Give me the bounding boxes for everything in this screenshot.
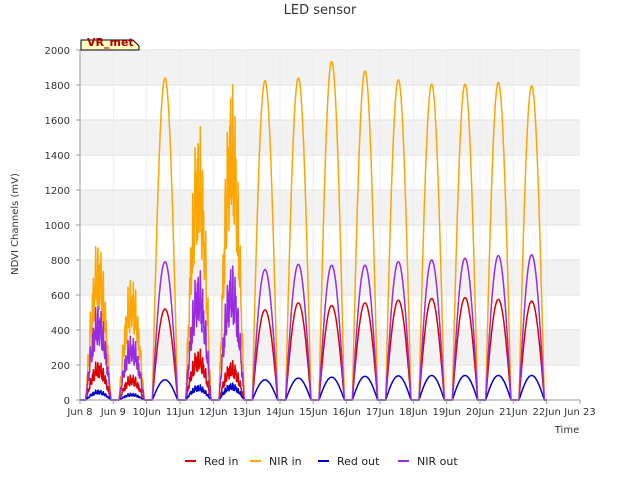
y-tick-label: 800 (51, 256, 70, 267)
x-tick-label: 17Jun (366, 407, 394, 418)
y-tick-label: 0 (64, 396, 70, 407)
station-badge: VR_met (80, 36, 140, 51)
x-tick-label: Jun 23 (563, 407, 596, 418)
y-tick-label: 2000 (45, 46, 70, 57)
y-tick-label: 400 (51, 326, 70, 337)
x-tick-label: 13Jun (232, 407, 260, 418)
y-tick-label: 600 (51, 291, 70, 302)
legend-label: Red out (337, 455, 380, 468)
plot-band (80, 330, 580, 365)
y-tick-label: 1200 (45, 186, 70, 197)
x-tick-label: 16Jun (332, 407, 360, 418)
x-tick-label: Jun 8 (66, 407, 92, 418)
x-tick-label: 14Jun (266, 407, 294, 418)
legend-label: Red in (204, 455, 238, 468)
y-tick-label: 1400 (45, 151, 70, 162)
legend-label: NIR out (417, 455, 458, 468)
x-tick-label: 10Jun (132, 407, 160, 418)
x-tick-label: 20Jun (466, 407, 494, 418)
x-tick-labels: Jun 8 Jun 9 10Jun 11Jun 12Jun 13Jun 14Jun 15Jun… (66, 400, 596, 418)
x-tick-label: 22Jun (532, 407, 560, 418)
plot-band (80, 190, 580, 225)
y-tick-label: 200 (51, 361, 70, 372)
x-axis-label: Time (554, 425, 579, 436)
chart-title: LED sensor (284, 3, 357, 18)
legend-label: NIR in (269, 455, 302, 468)
x-tick-label: 19Jun (432, 407, 460, 418)
station-badge-label: VR_met (87, 36, 134, 49)
y-axis-label: NDVI Channels (mV) (10, 173, 21, 275)
x-tick-label: 21Jun (499, 407, 527, 418)
y-tick-label: 1600 (45, 116, 70, 127)
x-tick-label: 15Jun (299, 407, 327, 418)
x-tick-label: 18Jun (399, 407, 427, 418)
y-tick-labels: 0 200 400 600 800 1000 1200 1400 1600 1800 2000 (45, 46, 80, 407)
x-tick-label: Jun 9 (100, 407, 126, 418)
y-tick-label: 1000 (45, 221, 70, 232)
plot-band (80, 120, 580, 155)
x-tick-label: 12Jun (199, 407, 227, 418)
legend: Red in NIR in Red out NIR out (185, 455, 458, 468)
y-tick-label: 1800 (45, 81, 70, 92)
x-tick-label: 11Jun (166, 407, 194, 418)
